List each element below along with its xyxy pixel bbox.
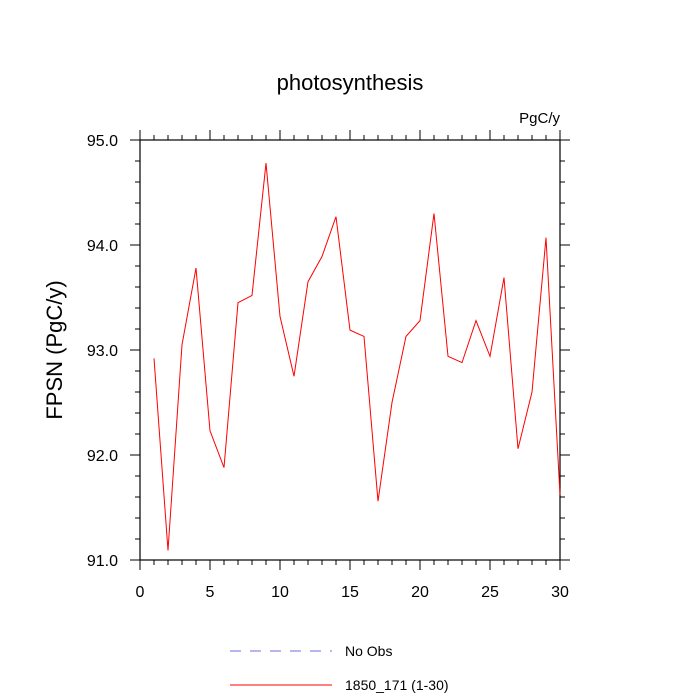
- y-tick-label: 92.0: [87, 448, 118, 465]
- x-tick-label: 20: [411, 584, 429, 601]
- y-tick-label: 95.0: [87, 133, 118, 150]
- x-tick-label: 15: [341, 584, 359, 601]
- x-tick-label: 25: [481, 584, 499, 601]
- series-line: [153, 163, 561, 551]
- legend-label: No Obs: [345, 643, 392, 659]
- y-axis-label: FPSN (PgC/y): [42, 280, 67, 419]
- x-tick-label: 10: [271, 584, 289, 601]
- units-label: PgC/y: [519, 110, 560, 127]
- y-tick-label: 93.0: [87, 343, 118, 360]
- series-layer: [153, 163, 561, 551]
- chart-title: photosynthesis: [277, 70, 424, 95]
- y-tick-label: 94.0: [87, 238, 118, 255]
- x-tick-label: 30: [551, 584, 569, 601]
- legend: No Obs 1850_171 (1-30): [230, 643, 449, 693]
- x-tick-label: 0: [136, 584, 145, 601]
- axis-ticks: [130, 130, 570, 570]
- y-tick-label: 91.0: [87, 553, 118, 570]
- axis-tick-labels: 0 5 10 15 20 25 30 91.0 92.0 93.0 94.0 95.0: [87, 133, 569, 601]
- legend-label: 1850_171 (1-30): [345, 677, 449, 693]
- x-tick-label: 5: [206, 584, 215, 601]
